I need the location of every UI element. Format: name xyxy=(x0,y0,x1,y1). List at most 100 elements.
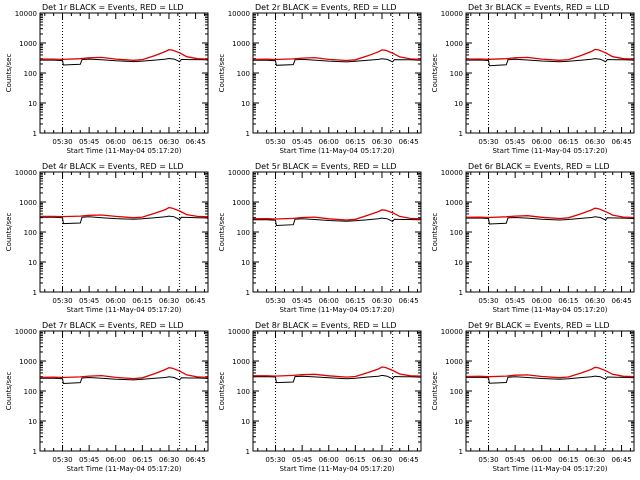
x-tick-label: 05:45 xyxy=(79,297,99,305)
y-tick-label: 1 xyxy=(459,289,463,297)
x-tick-label: 05:45 xyxy=(292,138,312,146)
y-tick-label: 1 xyxy=(459,130,463,138)
lld-series-line xyxy=(39,367,209,380)
x-tick-label: 06:00 xyxy=(106,456,126,464)
x-tick-label: 05:45 xyxy=(292,456,312,464)
x-axis-label: Start Time (11-May-04 05:17:20) xyxy=(492,147,607,155)
y-axis-label: Counts/sec xyxy=(5,54,13,93)
y-tick-label: 100 xyxy=(237,229,250,237)
x-tick-label: 06:00 xyxy=(319,456,339,464)
lld-series-line xyxy=(465,48,635,61)
x-tick-label: 06:15 xyxy=(558,456,578,464)
events-series-line xyxy=(252,374,422,384)
chart-panel: Det 9r BLACK = Events, RED = LLD 1 10 100 10… xyxy=(431,321,635,473)
x-tick-label: 06:15 xyxy=(132,456,152,464)
y-axis-label: Counts/sec xyxy=(218,372,226,411)
y-tick-label: 100 xyxy=(24,70,37,78)
y-tick-label: 100 xyxy=(24,388,37,396)
x-tick-label: 05:30 xyxy=(265,138,285,146)
chart-panel: Det 6r BLACK = Events, RED = LLD 1 10 100 10… xyxy=(431,162,635,314)
events-series-line xyxy=(465,58,635,67)
y-tick-label: 100 xyxy=(450,229,463,237)
x-tick-label: 06:45 xyxy=(611,456,631,464)
x-tick-label: 06:00 xyxy=(106,297,126,305)
y-tick-label: 10 xyxy=(28,100,37,108)
y-tick-label: 100 xyxy=(450,388,463,396)
y-tick-label: 1 xyxy=(246,130,250,138)
x-tick-label: 06:45 xyxy=(611,138,631,146)
plot-frame xyxy=(39,12,209,134)
x-tick-label: 05:30 xyxy=(52,456,72,464)
chart-panel: Det 5r BLACK = Events, RED = LLD 1 10 100 10… xyxy=(218,162,422,314)
x-tick-label: 06:15 xyxy=(558,297,578,305)
x-axis-label: Start Time (11-May-04 05:17:20) xyxy=(66,147,181,155)
x-tick-label: 06:15 xyxy=(132,138,152,146)
x-tick-label: 06:45 xyxy=(185,456,205,464)
x-tick-label: 05:30 xyxy=(478,138,498,146)
y-tick-label: 10 xyxy=(454,418,463,426)
y-axis-label: Counts/sec xyxy=(431,213,439,252)
plot-frame xyxy=(465,330,635,452)
y-axis-label: Counts/sec xyxy=(431,54,439,93)
x-tick-label: 05:30 xyxy=(52,138,72,146)
chart-title: Det 5r BLACK = Events, RED = LLD xyxy=(255,162,397,171)
chart-panel: Det 3r BLACK = Events, RED = LLD 1 10 100 10… xyxy=(431,3,635,155)
x-tick-label: 05:30 xyxy=(52,297,72,305)
y-tick-label: 10 xyxy=(241,100,250,108)
y-tick-label: 1 xyxy=(33,289,37,297)
chart-title: Det 3r BLACK = Events, RED = LLD xyxy=(468,3,610,12)
x-tick-label: 06:00 xyxy=(532,456,552,464)
plot-frame xyxy=(465,12,635,134)
lld-series-line xyxy=(40,49,209,61)
y-tick-label: 1 xyxy=(33,130,37,138)
x-tick-label: 06:30 xyxy=(159,297,179,305)
x-tick-label: 06:30 xyxy=(159,456,179,464)
x-axis-label: Start Time (11-May-04 05:17:20) xyxy=(279,465,394,473)
x-tick-label: 05:45 xyxy=(505,456,525,464)
x-tick-label: 05:45 xyxy=(79,456,99,464)
x-tick-label: 06:15 xyxy=(345,456,365,464)
x-tick-label: 06:30 xyxy=(159,138,179,146)
plot-frame xyxy=(252,12,422,134)
y-tick-label: 1 xyxy=(33,448,37,456)
lld-series-line xyxy=(252,209,422,221)
x-tick-label: 06:15 xyxy=(132,297,152,305)
y-tick-label: 10000 xyxy=(228,328,250,336)
x-tick-label: 06:00 xyxy=(106,138,126,146)
y-tick-label: 10 xyxy=(28,418,37,426)
chart-title: Det 7r BLACK = Events, RED = LLD xyxy=(42,321,184,330)
x-tick-label: 06:15 xyxy=(558,138,578,146)
y-tick-label: 100 xyxy=(450,70,463,78)
chart-panel: Det 4r BLACK = Events, RED = LLD 1 10 100 10… xyxy=(5,162,209,314)
x-tick-label: 05:30 xyxy=(478,456,498,464)
y-tick-label: 10000 xyxy=(441,328,463,336)
x-tick-label: 06:15 xyxy=(345,297,365,305)
y-tick-label: 1000 xyxy=(445,358,463,366)
y-tick-label: 10 xyxy=(241,259,250,267)
x-tick-label: 06:45 xyxy=(611,297,631,305)
chart-panel: Det 8r BLACK = Events, RED = LLD 1 10 100 10… xyxy=(218,321,422,473)
x-axis-label: Start Time (11-May-04 05:17:20) xyxy=(279,147,394,155)
y-tick-label: 10000 xyxy=(228,169,250,177)
x-axis-label: Start Time (11-May-04 05:17:20) xyxy=(492,306,607,314)
events-series-line xyxy=(252,58,422,66)
x-tick-label: 06:00 xyxy=(319,297,339,305)
x-tick-label: 06:45 xyxy=(185,297,205,305)
chart-title: Det 8r BLACK = Events, RED = LLD xyxy=(255,321,397,330)
x-tick-label: 05:30 xyxy=(478,297,498,305)
lld-series-line xyxy=(252,49,422,62)
lld-series-line xyxy=(253,366,422,378)
plot-frame xyxy=(252,171,422,293)
x-tick-label: 06:30 xyxy=(372,297,392,305)
y-tick-label: 10 xyxy=(454,259,463,267)
chart-title: Det 1r BLACK = Events, RED = LLD xyxy=(42,3,184,12)
y-tick-label: 10000 xyxy=(441,169,463,177)
y-tick-label: 10 xyxy=(454,100,463,108)
y-tick-label: 1 xyxy=(246,448,250,456)
x-tick-label: 06:30 xyxy=(585,456,605,464)
y-axis-label: Counts/sec xyxy=(5,372,13,411)
y-tick-label: 1000 xyxy=(232,40,250,48)
x-tick-label: 06:30 xyxy=(372,138,392,146)
plot-frame xyxy=(39,330,209,452)
